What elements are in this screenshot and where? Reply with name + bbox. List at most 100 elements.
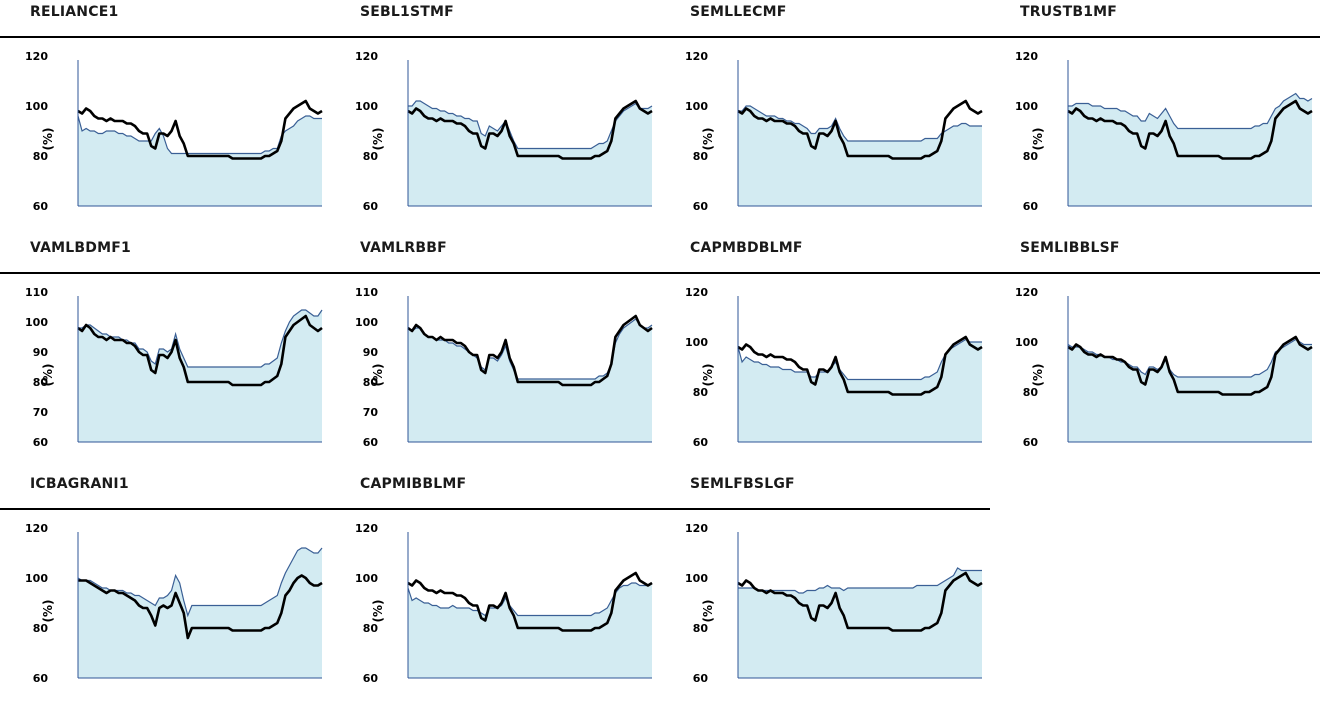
y-tick-label: 100 xyxy=(25,100,48,113)
chart-plot: (%) 60 70 80 90 100 110 xyxy=(0,276,330,470)
fund-area xyxy=(1068,94,1312,207)
y-tick-label: 120 xyxy=(685,286,708,299)
chart-panel: ICBAGRANI1 (%) 60 80 100 120 xyxy=(0,472,330,708)
y-tick-label: 60 xyxy=(693,436,709,449)
chart-title: TRUSTB1MF xyxy=(1020,4,1117,20)
chart-title: RELIANCE1 xyxy=(30,4,118,20)
y-tick-label: 60 xyxy=(33,200,49,213)
chart-panel: SEMLLECMF (%) 60 80 100 120 xyxy=(660,0,990,236)
title-divider xyxy=(0,508,330,510)
y-tick-label: 120 xyxy=(1015,286,1038,299)
chart-panel: RELIANCE1 (%) 60 80 100 120 xyxy=(0,0,330,236)
chart-title: SEMLFBSLGF xyxy=(690,476,795,492)
chart-title: SEMLLECMF xyxy=(690,4,787,20)
y-tick-label: 80 xyxy=(1023,150,1039,163)
y-tick-label: 90 xyxy=(363,346,379,359)
y-tick-label: 60 xyxy=(33,436,49,449)
y-tick-label: 90 xyxy=(33,346,49,359)
title-divider xyxy=(660,36,990,38)
title-divider xyxy=(330,508,660,510)
chart-plot: (%) 60 80 100 120 xyxy=(330,512,660,706)
chart-plot: (%) 60 80 100 120 xyxy=(330,40,660,234)
y-tick-label: 60 xyxy=(363,436,379,449)
title-divider xyxy=(0,36,330,38)
chart-title: ICBAGRANI1 xyxy=(30,476,129,492)
y-axis-label: (%) xyxy=(701,128,715,151)
y-tick-label: 80 xyxy=(363,622,379,635)
y-tick-label: 60 xyxy=(33,672,49,685)
y-tick-label: 120 xyxy=(685,522,708,535)
chart-title: SEBL1STMF xyxy=(360,4,454,20)
chart-plot: (%) 60 80 100 120 xyxy=(660,40,990,234)
y-tick-label: 120 xyxy=(1015,50,1038,63)
y-tick-label: 100 xyxy=(685,336,708,349)
y-axis-label: (%) xyxy=(371,128,385,151)
y-tick-label: 110 xyxy=(355,286,378,299)
y-tick-label: 110 xyxy=(25,286,48,299)
chart-plot: (%) 60 80 100 120 xyxy=(0,40,330,234)
title-divider xyxy=(660,272,990,274)
y-tick-label: 60 xyxy=(363,200,379,213)
chart-panel: CAPMIBBLMF (%) 60 80 100 120 xyxy=(330,472,660,708)
title-divider xyxy=(330,36,660,38)
chart-title: CAPMIBBLMF xyxy=(360,476,466,492)
y-tick-label: 80 xyxy=(33,622,49,635)
chart-plot: (%) 60 80 100 120 xyxy=(990,276,1320,470)
title-divider xyxy=(0,272,330,274)
y-tick-label: 60 xyxy=(693,672,709,685)
y-tick-label: 80 xyxy=(33,150,49,163)
y-axis-label: (%) xyxy=(701,364,715,387)
title-divider xyxy=(990,36,1320,38)
title-divider xyxy=(660,508,990,510)
chart-panel: SEMLFBSLGF (%) 60 80 100 120 xyxy=(660,472,990,708)
y-tick-label: 70 xyxy=(33,406,49,419)
chart-panel: TRUSTB1MF (%) 60 80 100 120 xyxy=(990,0,1320,236)
fund-area xyxy=(78,116,322,206)
y-tick-label: 100 xyxy=(355,316,378,329)
y-tick-label: 70 xyxy=(363,406,379,419)
chart-title: CAPMBDBLMF xyxy=(690,240,803,256)
y-tick-label: 100 xyxy=(685,100,708,113)
y-tick-label: 100 xyxy=(685,572,708,585)
title-divider xyxy=(990,272,1320,274)
chart-plot: (%) 60 80 100 120 xyxy=(660,276,990,470)
title-divider xyxy=(330,272,660,274)
y-tick-label: 80 xyxy=(363,376,379,389)
y-axis-label: (%) xyxy=(1031,364,1045,387)
y-axis-label: (%) xyxy=(1031,128,1045,151)
chart-panel: SEBL1STMF (%) 60 80 100 120 xyxy=(330,0,660,236)
y-tick-label: 120 xyxy=(25,50,48,63)
chart-panel: CAPMBDBLMF (%) 60 80 100 120 xyxy=(660,236,990,472)
y-tick-label: 120 xyxy=(685,50,708,63)
chart-plot: (%) 60 80 100 120 xyxy=(0,512,330,706)
y-tick-label: 80 xyxy=(363,150,379,163)
chart-plot: (%) 60 80 100 120 xyxy=(660,512,990,706)
y-tick-label: 60 xyxy=(363,672,379,685)
y-tick-label: 100 xyxy=(1015,100,1038,113)
y-axis-label: (%) xyxy=(41,128,55,151)
y-axis-label: (%) xyxy=(701,600,715,623)
chart-panel: VAMLBDMF1 (%) 60 70 80 90 100 110 xyxy=(0,236,330,472)
chart-panel: SEMLIBBLSF (%) 60 80 100 120 xyxy=(990,236,1320,472)
chart-plot: (%) 60 80 100 120 xyxy=(990,40,1320,234)
y-tick-label: 120 xyxy=(355,50,378,63)
y-tick-label: 120 xyxy=(25,522,48,535)
y-axis-label: (%) xyxy=(41,600,55,623)
y-tick-label: 100 xyxy=(355,572,378,585)
y-tick-label: 60 xyxy=(693,200,709,213)
chart-panel: VAMLRBBF (%) 60 70 80 90 100 110 xyxy=(330,236,660,472)
y-tick-label: 100 xyxy=(25,316,48,329)
y-tick-label: 80 xyxy=(693,622,709,635)
y-tick-label: 120 xyxy=(355,522,378,535)
chart-title: VAMLRBBF xyxy=(360,240,447,256)
y-tick-label: 100 xyxy=(25,572,48,585)
y-tick-label: 80 xyxy=(1023,386,1039,399)
y-tick-label: 100 xyxy=(355,100,378,113)
chart-title: VAMLBDMF1 xyxy=(30,240,131,256)
chart-plot: (%) 60 70 80 90 100 110 xyxy=(330,276,660,470)
fund-area xyxy=(738,568,982,678)
chart-title: SEMLIBBLSF xyxy=(1020,240,1120,256)
fund-area xyxy=(78,548,322,678)
y-tick-label: 60 xyxy=(1023,200,1039,213)
y-tick-label: 80 xyxy=(33,376,49,389)
